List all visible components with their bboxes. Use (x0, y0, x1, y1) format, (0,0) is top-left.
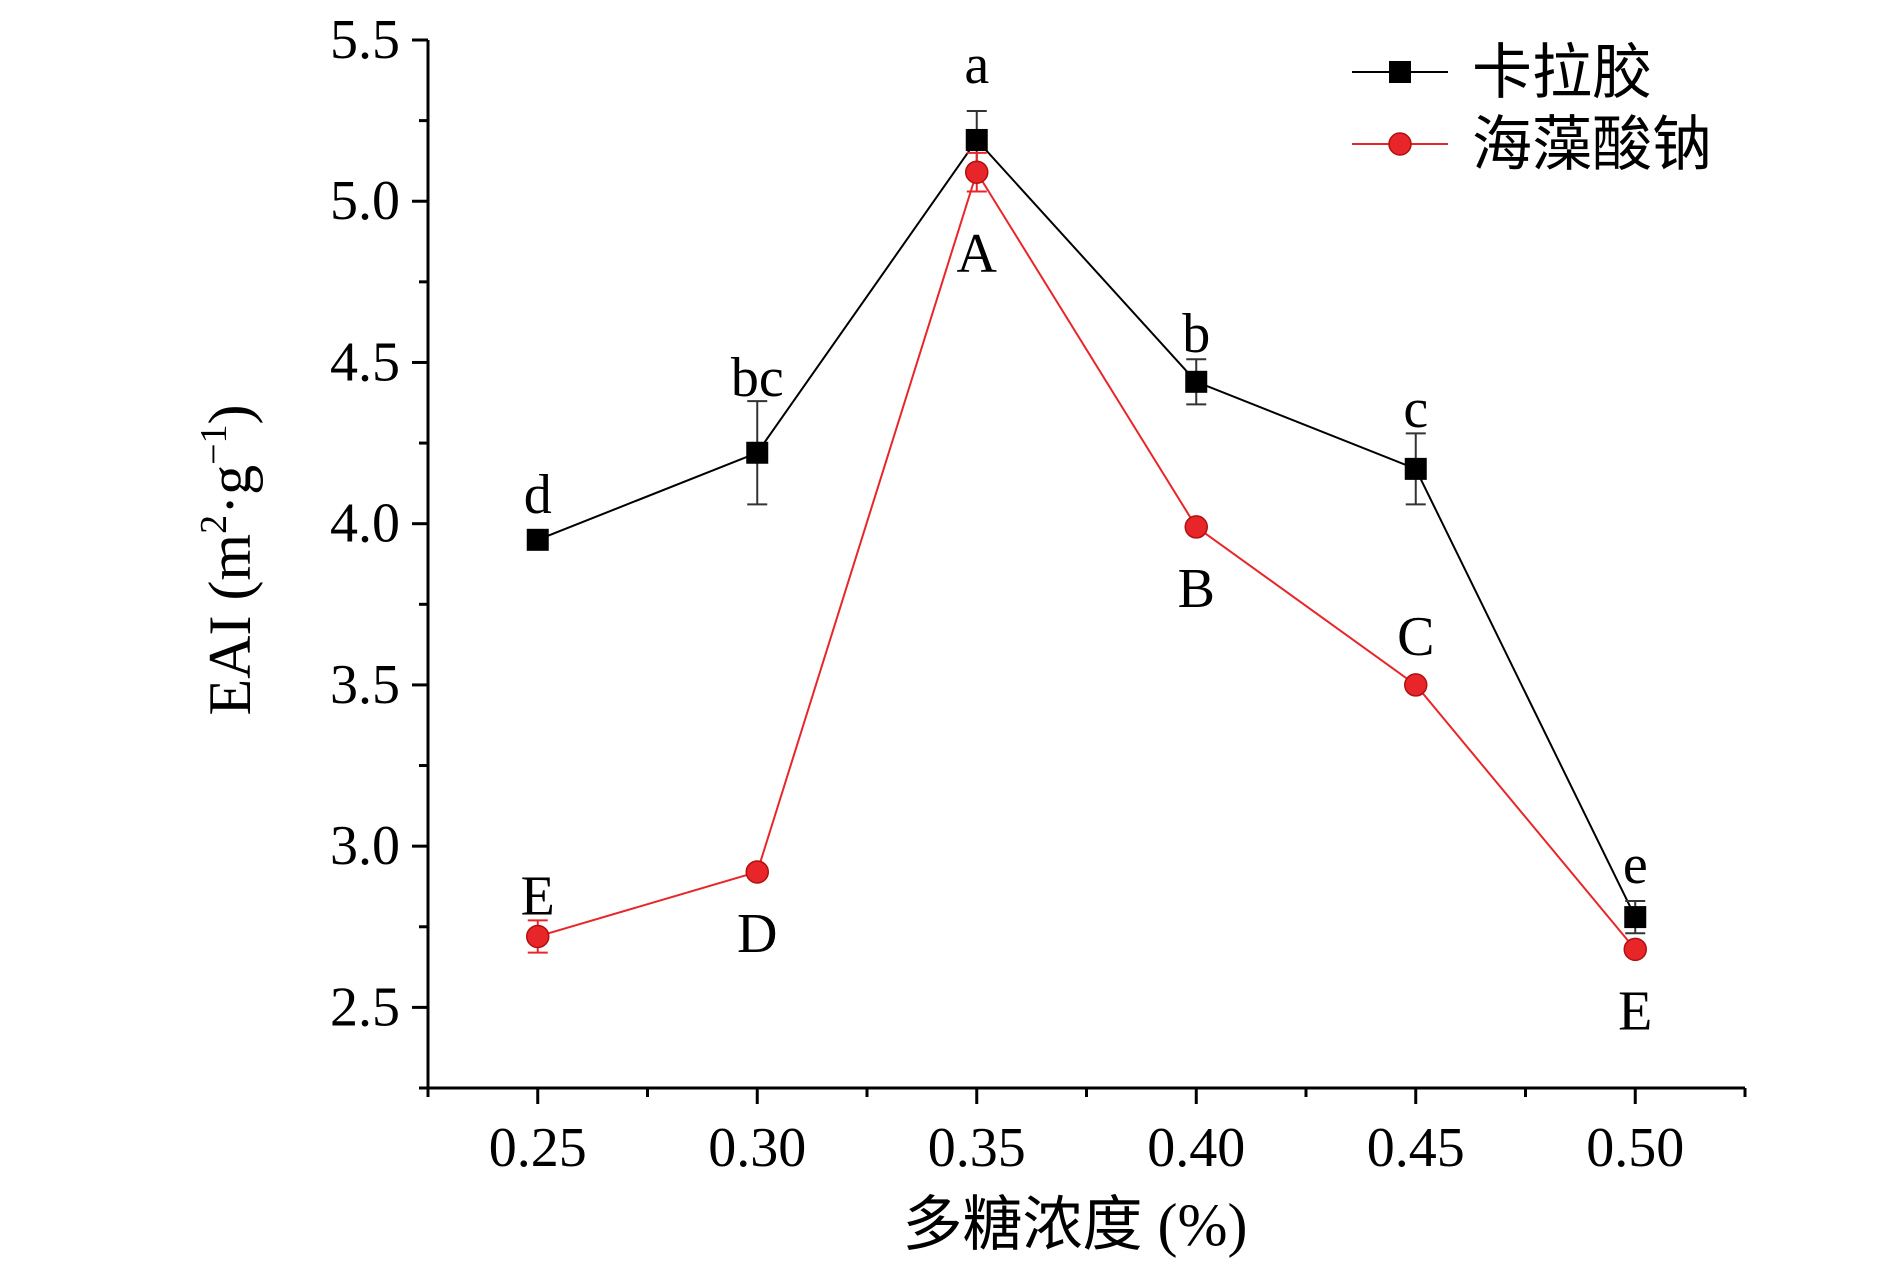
y-axis-title-sup1: 2 (193, 515, 235, 534)
series-layer (526, 109, 1647, 962)
data-point (965, 128, 988, 151)
significance-label: E (1618, 980, 1652, 1042)
x-tick-label: 0.25 (489, 1117, 587, 1179)
significance-label: c (1403, 378, 1428, 440)
significance-label: d (524, 464, 552, 526)
x-tick-label: 0.40 (1147, 1117, 1245, 1179)
significance-label: b (1182, 303, 1210, 365)
x-tick-label: 0.50 (1586, 1117, 1684, 1179)
data-point (1184, 515, 1208, 539)
y-tick-label: 5.5 (330, 9, 400, 71)
significance-label: D (737, 903, 777, 965)
series-1 (526, 109, 1647, 935)
y-axis-title-sup2: −1 (193, 424, 235, 464)
significance-label: B (1178, 558, 1215, 620)
significance-label: a (964, 34, 989, 96)
data-point (1404, 457, 1427, 480)
y-tick-label: 2.5 (330, 976, 400, 1038)
significance-label: E (521, 865, 555, 927)
x-tick-label: 0.35 (928, 1117, 1026, 1179)
y-tick-label: 5.0 (330, 170, 400, 232)
legend-marker (1388, 132, 1412, 156)
significance-label: C (1397, 606, 1434, 668)
series-line (537, 138, 1637, 918)
significance-label: e (1623, 834, 1648, 896)
significance-label: bc (731, 347, 784, 409)
y-axis-title-mid: ·g (197, 465, 263, 515)
y-tick-label: 3.0 (330, 815, 400, 877)
y-tick-label: 3.5 (330, 654, 400, 716)
significance-label: A (957, 223, 998, 285)
data-point (1624, 906, 1647, 929)
y-tick-label: 4.0 (330, 493, 400, 555)
series-line (537, 169, 1637, 950)
x-tick-label: 0.45 (1367, 1117, 1465, 1179)
data-point (746, 441, 769, 464)
data-point (1404, 673, 1428, 697)
legend-marker (1389, 61, 1411, 83)
data-point (1185, 370, 1208, 393)
data-point (526, 924, 550, 949)
data-point (965, 160, 989, 184)
y-axis-title-suffix: ) (197, 404, 263, 424)
x-tick-label: 0.30 (708, 1117, 806, 1179)
legend-label: 卡拉胶 (1472, 38, 1652, 108)
x-axis-title: 多糖浓度 (%) (903, 1192, 1248, 1258)
y-axis-title: EAI (m2·g−1) (193, 404, 263, 715)
series-2 (526, 151, 1647, 962)
data-point (1623, 937, 1647, 962)
y-tick-label: 4.5 (330, 331, 400, 393)
data-point (745, 860, 769, 884)
legend-label: 海藻酸钠 (1472, 110, 1712, 180)
axes: 2.5 3.0 3.5 4.0 4.5 5.0 5.5 0.25 0.30 0.35 0.40 0.4… (330, 9, 1747, 1179)
y-axis-title-prefix: EAI (m (197, 534, 263, 716)
data-point (526, 528, 549, 551)
